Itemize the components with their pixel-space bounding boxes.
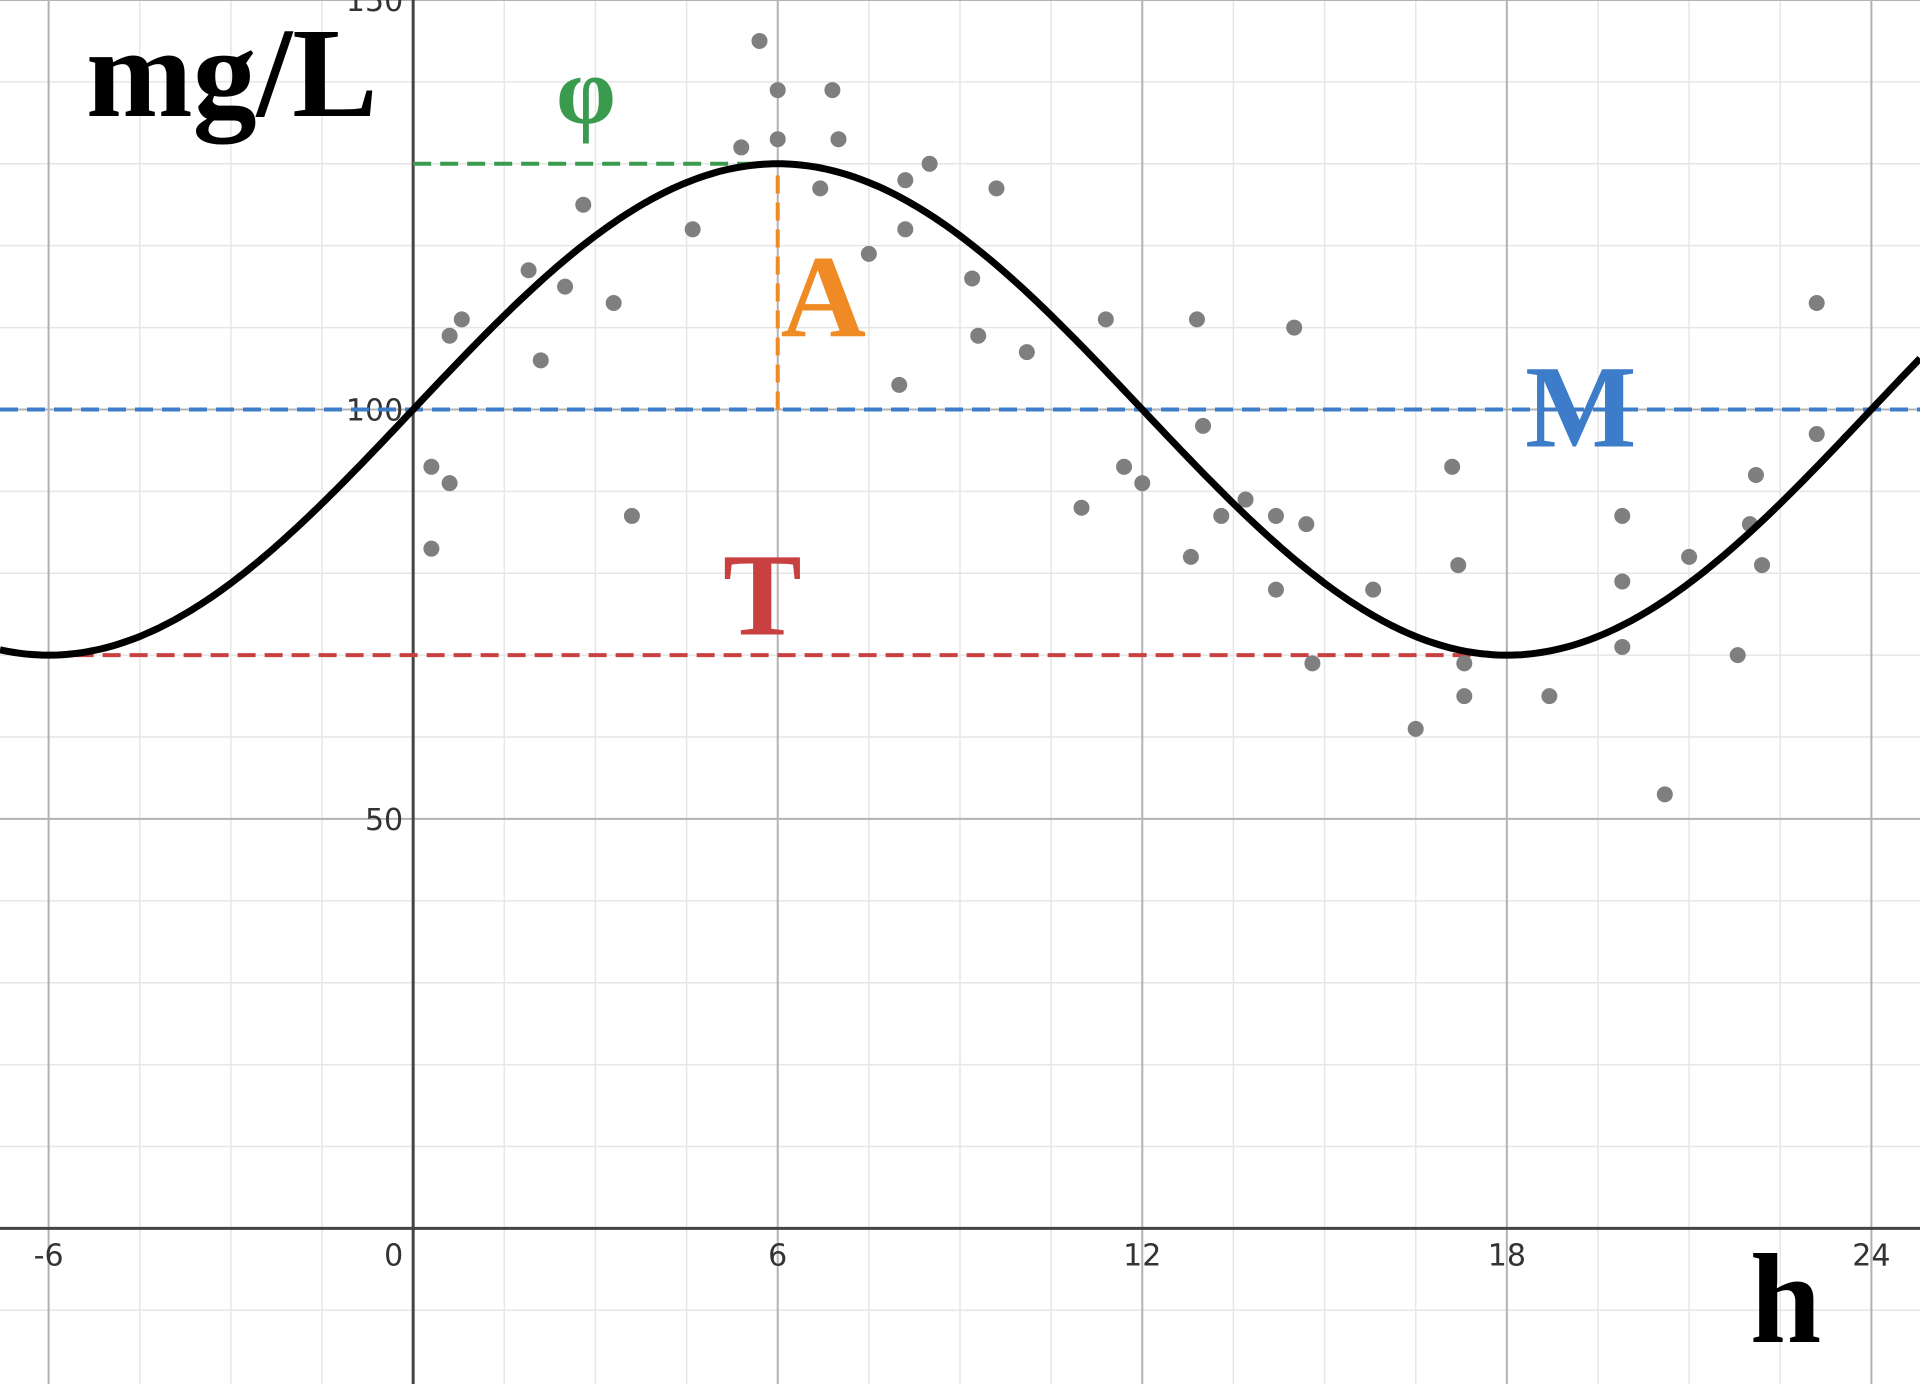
data-point [605, 295, 622, 312]
data-point [1754, 557, 1771, 574]
guide-label-φ: φ [556, 37, 616, 144]
x-tick-label: 6 [768, 1238, 787, 1273]
guide-lines [0, 161, 1920, 658]
data-point [897, 172, 914, 189]
data-point [1808, 295, 1825, 312]
data-point [423, 458, 440, 475]
data-point [1237, 491, 1254, 508]
data-point [1808, 426, 1825, 443]
data-point [623, 507, 640, 524]
data-point [441, 327, 458, 344]
data-point [532, 352, 549, 369]
data-point [824, 82, 841, 99]
data-point [769, 82, 786, 99]
data-point [557, 278, 574, 295]
data-point [1614, 573, 1631, 590]
data-point [1614, 507, 1631, 524]
data-point [1456, 688, 1473, 705]
data-point [1188, 311, 1205, 328]
data-point [1304, 655, 1321, 672]
data-point [751, 32, 768, 49]
guide-labels: M A Tφ [556, 37, 1636, 661]
data-point [1286, 319, 1303, 336]
x-tick-label: 12 [1123, 1238, 1161, 1273]
data-point [1729, 647, 1746, 664]
data-point [1213, 507, 1230, 524]
data-point [964, 270, 981, 287]
data-point [1182, 548, 1199, 565]
data-point [1450, 557, 1467, 574]
data-point [1614, 638, 1631, 655]
x-tick-label: 18 [1488, 1238, 1526, 1273]
data-point [1267, 507, 1284, 524]
data-point [891, 376, 908, 393]
data-point [1747, 466, 1764, 483]
data-point [1298, 516, 1315, 533]
data-point [1073, 499, 1090, 516]
data-points [423, 32, 1825, 803]
data-point [1444, 458, 1461, 475]
x-tick-label: 24 [1852, 1238, 1890, 1273]
y-axis-label: mg/L [86, 2, 378, 144]
data-point [684, 221, 701, 238]
x-tick-label: 0 [384, 1238, 403, 1273]
data-point [830, 131, 847, 148]
sinusoid-line [0, 160, 1920, 659]
x-axis-label: h [1750, 1228, 1821, 1370]
data-point [733, 139, 750, 156]
data-point [1656, 786, 1673, 803]
data-point [423, 540, 440, 557]
data-point [1681, 548, 1698, 565]
y-tick-label: 50 [365, 803, 403, 838]
data-point [520, 262, 537, 279]
data-point [575, 196, 592, 213]
data-point [1267, 581, 1284, 598]
guide-label-T: T [723, 530, 802, 661]
data-point [1365, 581, 1382, 598]
data-point [441, 475, 458, 492]
y-tick-label: 150 [346, 0, 403, 19]
sinusoid-curve [0, 160, 1920, 659]
data-point [860, 245, 877, 262]
data-point [1456, 655, 1473, 672]
data-point [970, 327, 987, 344]
data-point [453, 311, 470, 328]
guide-label-M: M [1525, 341, 1636, 472]
data-point [988, 180, 1005, 197]
data-point [1541, 688, 1558, 705]
data-point [921, 155, 938, 172]
data-point [1195, 417, 1212, 434]
guide-label-A: A [781, 231, 866, 362]
data-point [1018, 344, 1035, 361]
data-point [1134, 475, 1151, 492]
data-point [812, 180, 829, 197]
data-point [769, 131, 786, 148]
data-point [1116, 458, 1133, 475]
data-point [1407, 720, 1424, 737]
data-point [1097, 311, 1114, 328]
data-point [897, 221, 914, 238]
x-tick-label: -6 [34, 1238, 64, 1273]
